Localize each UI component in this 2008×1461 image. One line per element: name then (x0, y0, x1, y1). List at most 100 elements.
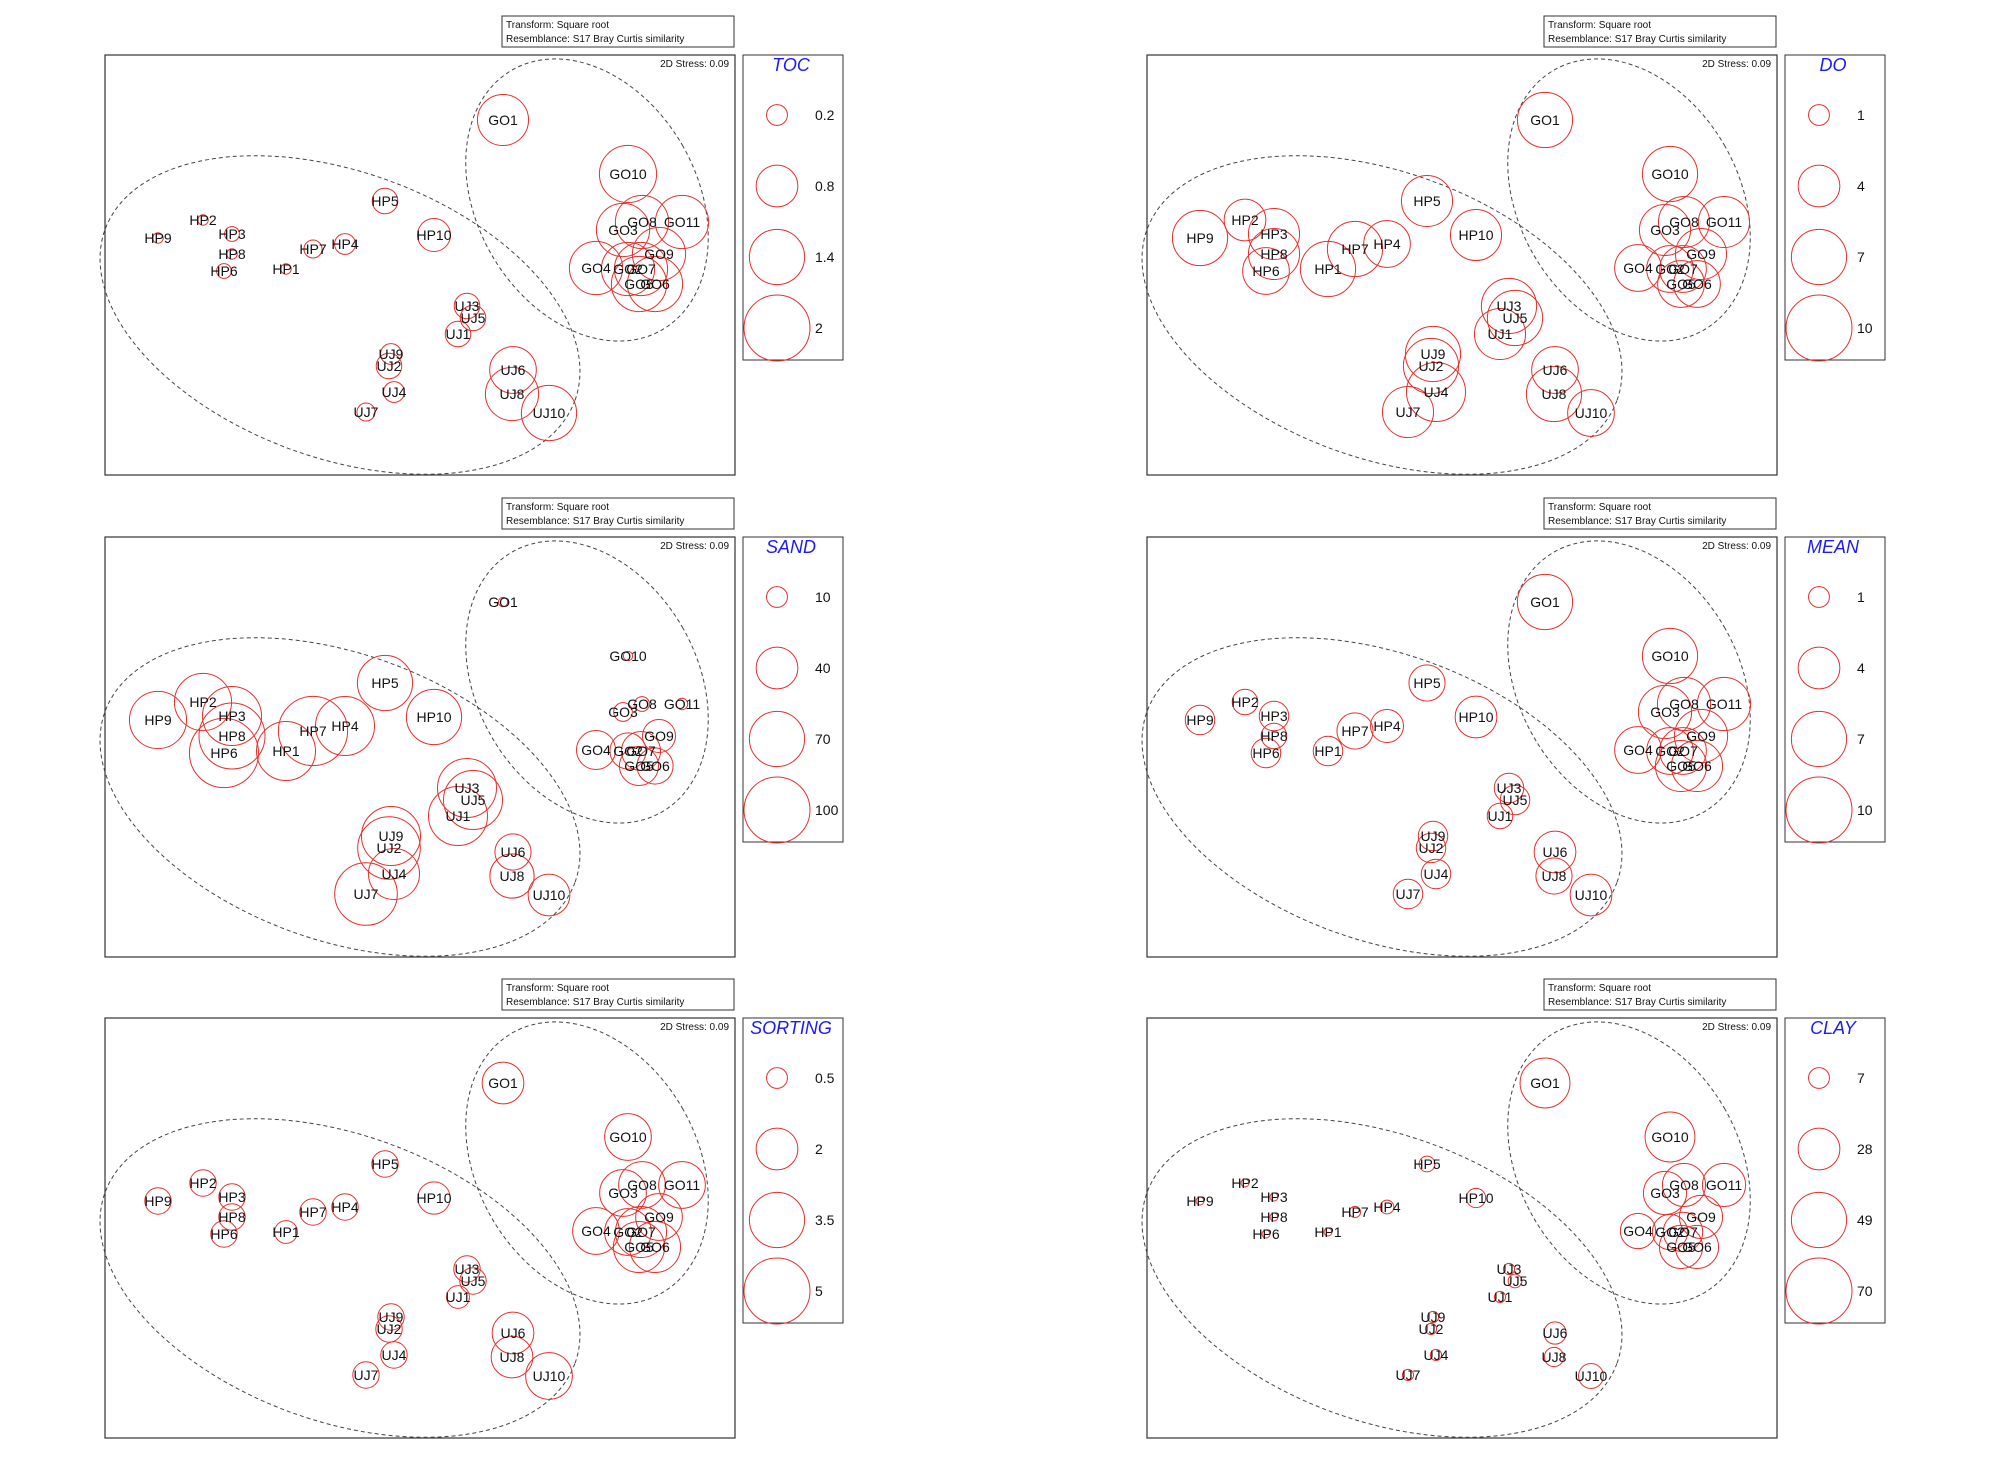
bubble-uj2 (1424, 1322, 1438, 1336)
site-label-uj7: UJ7 (354, 1367, 379, 1383)
bubble-hp7 (1348, 1205, 1362, 1219)
site-label-hp8: HP8 (1260, 728, 1287, 744)
bubble-hp2 (1240, 1178, 1250, 1188)
bubble-uj10 (1578, 1363, 1604, 1389)
site-label-uj8: UJ8 (500, 1349, 525, 1365)
chart-panel-sorting: Transform: Square root Resemblance: S17 B… (99, 978, 844, 1439)
bubble-hp2 (1231, 688, 1259, 716)
site-label-hp7: HP7 (299, 723, 326, 739)
bubble-uj9 (1404, 325, 1462, 383)
bubble-hp3 (201, 685, 263, 747)
legend-value-label: 4 (1857, 178, 1865, 194)
site-label-uj3: UJ3 (1497, 298, 1522, 314)
site-label-go9: GO9 (1686, 1209, 1716, 1225)
legend-bubble (743, 294, 811, 362)
bubble-uj9 (1426, 1310, 1440, 1324)
site-label-go10: GO10 (609, 648, 647, 664)
resemblance-label: Resemblance: S17 Bray Curtis similarity (1548, 997, 1726, 1008)
bubble-hp1 (1312, 735, 1344, 767)
site-label-uj4: UJ4 (1424, 1347, 1449, 1363)
bubble-hp3 (1258, 700, 1290, 732)
legend-frame (742, 54, 844, 361)
bubble-go10 (1641, 627, 1699, 685)
bubble-go1 (497, 596, 509, 608)
bubble-uj6 (1531, 346, 1579, 394)
bubble-hp3 (218, 1183, 246, 1211)
site-label-hp7: HP7 (1341, 723, 1368, 739)
bubble-go10 (1644, 1111, 1696, 1163)
site-label-go6: GO6 (1682, 1239, 1712, 1255)
legend-value-label: 1 (1857, 589, 1865, 605)
site-label-go2: GO2 (1655, 1224, 1685, 1240)
bubble-uj8 (490, 1335, 534, 1379)
bubble-hp6 (216, 263, 232, 279)
site-label-go1: GO1 (1530, 1075, 1560, 1091)
bubble-go5 (1658, 1224, 1704, 1270)
bubble-legend: TOC 0.2 0.8 1.4 2 (742, 54, 844, 362)
bubble-uj6 (1533, 830, 1577, 874)
bubble-go11 (1701, 1162, 1747, 1208)
site-label-hp8: HP8 (218, 728, 245, 744)
bubble-hp4 (1370, 709, 1404, 743)
site-label-uj10: UJ10 (533, 405, 566, 421)
plot-frame (1146, 54, 1778, 476)
bubble-uj1 (1493, 1290, 1507, 1304)
legend-title: CLAY (1810, 1018, 1858, 1038)
site-label-hp10: HP10 (416, 227, 451, 243)
site-label-hp7: HP7 (1341, 1204, 1368, 1220)
legend-value-label: 70 (815, 731, 831, 747)
bubble-go4 (1619, 1212, 1657, 1250)
resemblance-label: Resemblance: S17 Bray Curtis similarity (1548, 516, 1726, 527)
bubble-go9 (642, 719, 676, 753)
site-label-hp8: HP8 (1260, 1209, 1287, 1225)
bubble-hp1 (274, 1220, 298, 1244)
bubble-go9 (631, 226, 687, 282)
bubble-uj10 (525, 1352, 573, 1400)
site-label-hp3: HP3 (218, 708, 245, 724)
site-label-uj7: UJ7 (354, 886, 379, 902)
bubble-go4 (568, 240, 624, 296)
site-label-uj1: UJ1 (1488, 808, 1513, 824)
bubble-go6 (636, 747, 674, 785)
bubble-uj3 (1480, 277, 1538, 335)
legend-frame (1784, 536, 1886, 843)
bubble-go6 (1673, 260, 1721, 308)
legend-bubble (1808, 104, 1830, 126)
legend-frame (1784, 1017, 1886, 1324)
bubble-uj5 (459, 304, 487, 332)
bubble-hp6 (188, 717, 260, 789)
site-label-go8: GO8 (1669, 1177, 1699, 1193)
site-label-go8: GO8 (1669, 696, 1699, 712)
site-label-hp2: HP2 (189, 1175, 216, 1191)
chart-panel-do: Transform: Square root Resemblance: S17 B… (1141, 15, 1886, 476)
legend-bubble (1808, 586, 1830, 608)
site-label-uj3: UJ3 (1497, 780, 1522, 796)
bubble-uj8 (1525, 365, 1583, 423)
site-label-hp7: HP7 (1341, 241, 1368, 257)
site-label-uj4: UJ4 (1424, 866, 1449, 882)
bubble-go2 (1651, 1213, 1689, 1251)
site-label-go8: GO8 (627, 1177, 657, 1193)
legend-title: DO (1820, 55, 1847, 75)
bubble-hp6 (210, 1220, 238, 1248)
legend-value-label: 70 (1857, 1283, 1873, 1299)
bubble-uj7 (1392, 878, 1424, 910)
legend-bubble (1797, 164, 1841, 208)
site-label-go2: GO2 (1655, 261, 1685, 277)
transform-label: Transform: Square root (1548, 502, 1651, 513)
bubble-uj5 (442, 769, 504, 831)
legend-value-label: 7 (1857, 1070, 1865, 1086)
bubble-go1 (1516, 91, 1574, 149)
site-label-hp7: HP7 (299, 1204, 326, 1220)
bubble-uj3 (453, 1255, 481, 1283)
site-label-uj2: UJ2 (377, 840, 402, 856)
stress-label: 2D Stress: 0.09 (660, 59, 729, 70)
bubble-hp9 (1171, 209, 1229, 267)
cluster-ellipse-go (465, 58, 709, 342)
legend-bubble (1785, 294, 1853, 362)
legend-value-label: 7 (1857, 731, 1865, 747)
legend-value-label: 28 (1857, 1141, 1873, 1157)
legend-bubble (1785, 1257, 1853, 1325)
site-label-go3: GO3 (608, 222, 638, 238)
resemblance-label: Resemblance: S17 Bray Curtis similarity (506, 34, 684, 45)
